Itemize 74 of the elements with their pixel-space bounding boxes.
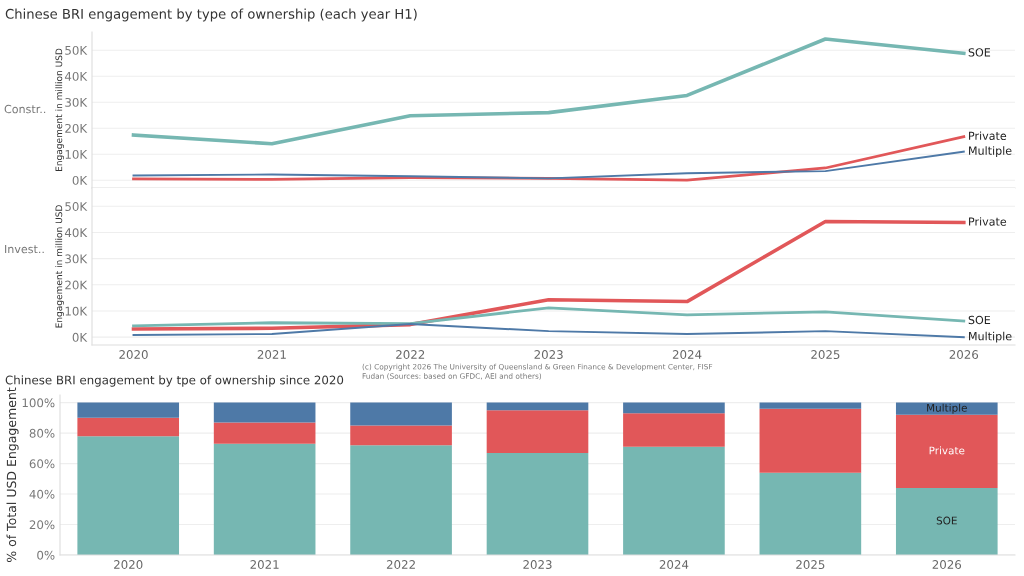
bar (623, 402, 725, 414)
chart-title: Chinese BRI engagement by tpe of ownership since 2020 (5, 375, 344, 387)
bar (213, 443, 316, 555)
y-tick-label: 40K (64, 228, 88, 238)
text: Invest.. (5, 244, 44, 254)
y-axis-title: Engagement in million USD (55, 205, 64, 328)
line-series (132, 306, 966, 328)
bar (350, 425, 452, 446)
y-tick-label: 50K (65, 45, 88, 55)
bar (759, 408, 862, 473)
bar (895, 402, 998, 415)
y-tick-label: 80% (29, 428, 55, 438)
bar (759, 402, 862, 409)
series-label: SOE (968, 48, 991, 57)
y-tick-label: 0K (72, 175, 88, 185)
line-series (132, 323, 965, 339)
series-label: Private (969, 217, 1007, 226)
series-label: Multiple (969, 331, 1012, 343)
series-label: Private (929, 446, 965, 455)
bar (350, 445, 452, 555)
bar (213, 402, 316, 423)
series-label: SOE (968, 315, 991, 325)
bar (77, 402, 180, 418)
bar (623, 413, 725, 447)
y-tick-label: 40K (64, 71, 88, 81)
series-label: Multiple (969, 146, 1012, 157)
x-tick-label: 2024 (672, 350, 702, 359)
y-tick-label: 10K (65, 306, 88, 316)
bar (895, 414, 998, 488)
bar (623, 446, 725, 555)
y-tick-label: 60% (29, 459, 55, 469)
bar (486, 452, 589, 555)
bar (759, 472, 862, 555)
x-tick-label: 2021 (257, 350, 286, 359)
chart-title: Chinese BRI engagement by type of ownership (each year H1) (5, 8, 417, 22)
x-tick-label: 2026 (949, 350, 979, 359)
y-tick-label: 100% (22, 398, 55, 408)
y-tick-label: 0% (37, 550, 55, 560)
line-series (132, 150, 965, 180)
x-tick-label: 2021 (250, 560, 279, 569)
y-tick-label: 10K (65, 149, 88, 159)
y-tick-label: 20K (65, 123, 88, 133)
y-tick-label: 50K (65, 202, 88, 211)
y-tick-label: 20K (65, 280, 88, 290)
bar (77, 436, 180, 555)
bar (77, 417, 180, 437)
x-tick-label: 2022 (386, 560, 415, 569)
y-tick-label: 0K (72, 332, 88, 342)
series-label: Private (969, 131, 1007, 140)
x-tick-label: 2020 (119, 350, 148, 359)
bar (486, 402, 589, 411)
x-tick-label: 2026 (932, 560, 962, 569)
x-tick-label: 2025 (811, 350, 840, 359)
y-tick-label: 40% (29, 489, 55, 499)
bar (350, 402, 452, 426)
bar (213, 422, 316, 444)
series-label: Multiple (927, 403, 967, 414)
y-axis-title: % of Total USD Engagement (6, 387, 19, 563)
line-series (131, 219, 966, 331)
y-tick-label: 30K (65, 97, 88, 107)
x-tick-label: 2022 (396, 350, 425, 359)
y-axis-title: Engagement in million USD (55, 48, 64, 172)
y-tick-label: 20% (29, 520, 55, 530)
text: Constr.. (4, 104, 46, 114)
bar (486, 410, 589, 453)
series-label: SOE (936, 516, 957, 525)
y-tick-label: 30K (65, 254, 88, 264)
x-tick-label: 2020 (114, 560, 143, 569)
line-series (131, 37, 966, 146)
x-tick-label: 2023 (534, 350, 563, 359)
x-tick-label: 2023 (523, 560, 552, 569)
bar (895, 487, 998, 555)
x-tick-label: 2025 (796, 560, 825, 569)
x-tick-label: 2024 (659, 560, 689, 569)
